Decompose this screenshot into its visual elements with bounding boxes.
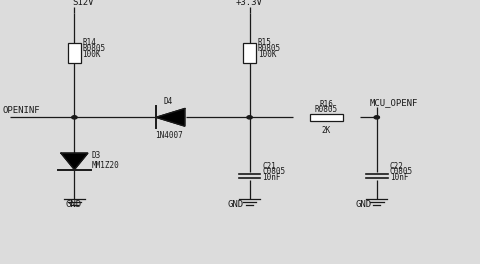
Text: C21: C21: [263, 162, 276, 171]
Text: C0805: C0805: [390, 167, 413, 176]
Text: 100K: 100K: [258, 50, 276, 59]
Text: 10nF: 10nF: [263, 173, 281, 182]
Circle shape: [72, 116, 77, 119]
Text: 100K: 100K: [83, 50, 101, 59]
Text: 1N4007: 1N4007: [155, 131, 183, 140]
Bar: [310, 114, 343, 121]
Bar: [243, 43, 256, 63]
Text: GND: GND: [355, 200, 372, 209]
Text: R0805: R0805: [83, 44, 106, 53]
Text: C0805: C0805: [263, 167, 286, 176]
Circle shape: [247, 116, 252, 119]
Text: 2K: 2K: [322, 126, 331, 135]
Text: S12V: S12V: [72, 0, 94, 7]
Text: R14: R14: [83, 38, 96, 47]
Text: D3: D3: [91, 151, 100, 160]
Text: 10nF: 10nF: [390, 173, 408, 182]
Text: OPENINF: OPENINF: [2, 106, 40, 115]
Text: GND: GND: [66, 200, 82, 209]
Text: R0805: R0805: [258, 44, 281, 53]
Polygon shape: [156, 109, 185, 126]
Bar: [68, 43, 81, 63]
Text: MM1Z20: MM1Z20: [91, 161, 119, 169]
Text: R15: R15: [258, 38, 272, 47]
Text: D4: D4: [163, 97, 172, 106]
Text: GND: GND: [228, 200, 244, 209]
Text: MCU_OPENF: MCU_OPENF: [370, 98, 418, 107]
Text: +3.3V: +3.3V: [235, 0, 262, 7]
Text: C22: C22: [390, 162, 404, 171]
Text: R0805: R0805: [315, 105, 338, 114]
Text: R16: R16: [320, 100, 333, 109]
Circle shape: [374, 116, 379, 119]
Polygon shape: [61, 153, 88, 169]
